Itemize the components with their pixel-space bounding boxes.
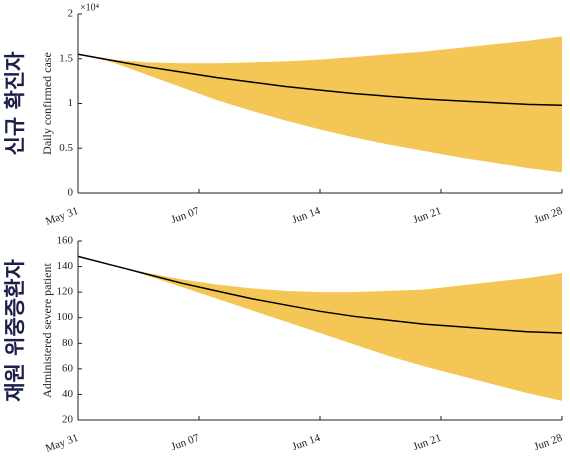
x-tick-label: Jun 14 — [291, 205, 323, 226]
x-tick-label: Jun 28 — [533, 432, 565, 453]
y-tick-label: 80 — [62, 337, 74, 349]
y-tick-label: 20 — [62, 414, 74, 426]
side-label: 재원 위중증환자 — [3, 259, 27, 402]
x-tick-label: Jun 14 — [291, 432, 323, 453]
x-tick-label: Jun 28 — [533, 205, 565, 226]
x-tick-label: Jun 21 — [412, 432, 443, 453]
side-label: 신규 확진자 — [3, 51, 27, 156]
y-axis-label: Daily confirmed case — [40, 52, 54, 155]
y-tick-label: 1 — [68, 97, 74, 109]
y-tick-label: 60 — [62, 362, 74, 374]
x-tick-label: Jun 21 — [412, 205, 443, 226]
mean-line — [77, 53, 563, 107]
y-axis-label: Administered severe patient — [40, 263, 54, 398]
y-tick-label: 140 — [57, 260, 74, 272]
y-tick-label: 1.5 — [59, 52, 73, 64]
y-multiplier: ×10⁴ — [80, 2, 100, 13]
mean-line — [77, 255, 563, 334]
confidence-band — [78, 36, 562, 173]
y-tick-label: 160 — [57, 235, 74, 247]
y-tick-label: 0.5 — [59, 142, 73, 154]
y-tick-label: 2 — [68, 8, 74, 20]
x-tick-label: May 31 — [44, 432, 80, 455]
x-tick-label: May 31 — [44, 205, 80, 228]
y-tick-label: 100 — [57, 311, 74, 323]
x-tick-label: Jun 07 — [170, 432, 202, 453]
y-tick-label: 0 — [68, 187, 74, 199]
x-tick-label: Jun 07 — [170, 205, 202, 226]
y-tick-label: 120 — [57, 286, 74, 298]
confidence-band — [78, 256, 562, 401]
y-tick-label: 40 — [62, 388, 74, 400]
